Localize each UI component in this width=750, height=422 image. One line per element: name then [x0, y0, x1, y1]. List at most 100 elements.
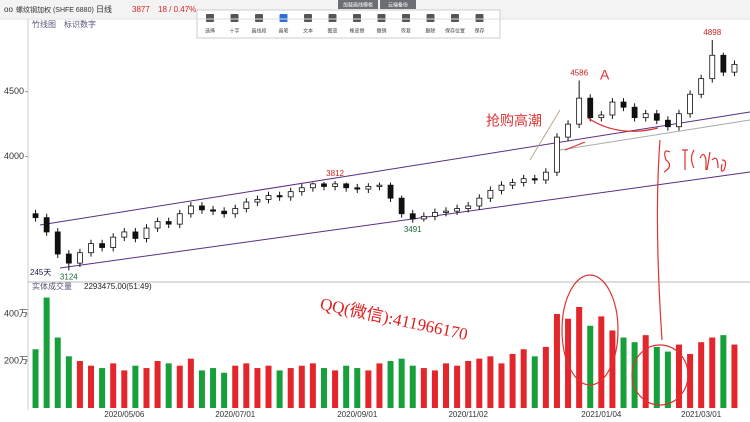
tool-label[interactable]: 保存	[474, 27, 484, 34]
candle-body	[176, 213, 183, 225]
volume-bar	[553, 314, 560, 408]
volume-bar	[709, 337, 716, 408]
candle-body	[465, 205, 472, 209]
tool-label[interactable]: 保存位置	[445, 27, 465, 34]
tool-label[interactable]: 恢复	[401, 27, 411, 34]
x-tick-label: 2020/09/01	[337, 410, 378, 419]
y-tick-label: 4000	[4, 151, 24, 161]
volume-bar	[143, 368, 150, 408]
candle-body	[631, 106, 638, 119]
candle-body	[509, 182, 516, 186]
tool-icon[interactable]	[328, 14, 337, 22]
marks[interactable]: 标识数字	[64, 19, 96, 29]
candle-body	[376, 184, 383, 187]
tool-label[interactable]: 撤销	[376, 27, 386, 34]
candle-body	[398, 197, 405, 215]
volume-bar	[454, 365, 461, 408]
volume-bar	[498, 363, 505, 408]
volume-bar	[576, 306, 583, 408]
volume-bar	[309, 363, 316, 408]
candle-body	[365, 186, 372, 190]
volume-bar	[221, 372, 228, 408]
volume-bar	[465, 361, 472, 408]
tool-icon[interactable]	[475, 14, 484, 22]
red-stroke	[564, 117, 663, 341]
volume-bar	[99, 368, 106, 408]
candle-body	[332, 183, 338, 187]
tool-icon[interactable]	[255, 14, 263, 22]
extreme-label: 3124	[60, 272, 78, 281]
volume-bar	[187, 358, 194, 408]
volume-bar	[176, 365, 183, 408]
cloud-left-btn[interactable]	[338, 0, 378, 9]
tool-icon[interactable]	[279, 14, 288, 22]
volume-tick-label: 400万	[4, 308, 28, 318]
tool-icon[interactable]	[353, 14, 361, 22]
volume-bar	[154, 361, 161, 408]
tool-icon[interactable]	[377, 14, 386, 22]
tool-label[interactable]: 删除	[425, 27, 435, 34]
candle-body	[232, 208, 239, 215]
volume-title: 实体成交量	[32, 281, 72, 291]
volume-bar	[88, 365, 95, 408]
price: 3877	[132, 5, 150, 14]
toolbar-box	[196, 9, 501, 39]
tool-icon[interactable]	[402, 14, 410, 22]
arrow-line	[529, 109, 561, 161]
tool-icon[interactable]	[426, 14, 435, 22]
candle-body	[54, 231, 61, 255]
plot: 4000 4500 200万 400万 2020/05/06 2020/07/01 2020…	[4, 28, 738, 419]
tool-icon[interactable]	[230, 14, 239, 22]
candle-body	[165, 221, 172, 225]
candle-body	[598, 114, 605, 119]
tool-label[interactable]: 文本	[303, 27, 313, 34]
extreme-label: 4898	[703, 28, 721, 37]
volume-bar	[631, 342, 638, 408]
days: 245天	[30, 268, 51, 277]
candle-body	[565, 123, 571, 138]
candle-body	[653, 113, 660, 121]
volume-bar	[232, 365, 239, 408]
extreme-label: 3812	[326, 169, 344, 178]
circle-mark	[561, 274, 619, 386]
tool-label[interactable]: 选择	[205, 27, 215, 34]
candle-body	[343, 183, 350, 189]
candle-body	[420, 215, 427, 220]
volume-bar	[376, 363, 383, 408]
volume-bar	[276, 370, 283, 408]
candle-body	[387, 184, 394, 199]
candle-body	[121, 231, 128, 238]
volume-bar	[675, 344, 682, 408]
volume-bar	[687, 353, 694, 408]
handwriting: 抢购高潮	[486, 113, 542, 129]
candle-body	[88, 243, 94, 254]
tool-label[interactable]: 图章	[327, 27, 337, 34]
mode[interactable]: 竹线图	[32, 19, 56, 29]
volume-bar	[298, 365, 305, 408]
toolbar: 选择 十字 画线段 画笔 文本 图章 橡皮擦 撤销 恢复 删除 保存位置 保存	[196, 9, 501, 39]
tool-icon[interactable]	[451, 14, 459, 22]
cloud-left[interactable]: 加载画线模板	[343, 1, 373, 8]
tool-icon[interactable]	[304, 14, 312, 22]
tool-label[interactable]: 画笔	[278, 27, 288, 34]
cloud-right[interactable]: 云端备份	[388, 1, 408, 8]
tool-label[interactable]: 橡皮擦	[349, 27, 364, 34]
volume-bar	[642, 335, 649, 408]
period[interactable]: 日线	[96, 4, 112, 14]
tool-icon[interactable]	[206, 14, 214, 22]
candle-body	[254, 199, 261, 203]
volume-bar	[431, 370, 438, 408]
volume-bar	[587, 325, 594, 408]
volume-bar	[198, 370, 205, 408]
cloud-right-btn[interactable]	[380, 0, 416, 9]
tool-label[interactable]: 画线段	[251, 27, 266, 34]
x-tick-label: 2020/07/01	[215, 410, 256, 419]
candle-body	[576, 97, 583, 125]
volume-bar	[509, 353, 516, 408]
change: 18 / 0.47%	[158, 5, 196, 14]
tool-label[interactable]: 十字	[229, 27, 239, 34]
candle-body	[154, 221, 161, 229]
candle-body	[321, 183, 327, 187]
volume-bar	[343, 365, 350, 408]
candle-body	[731, 63, 738, 73]
